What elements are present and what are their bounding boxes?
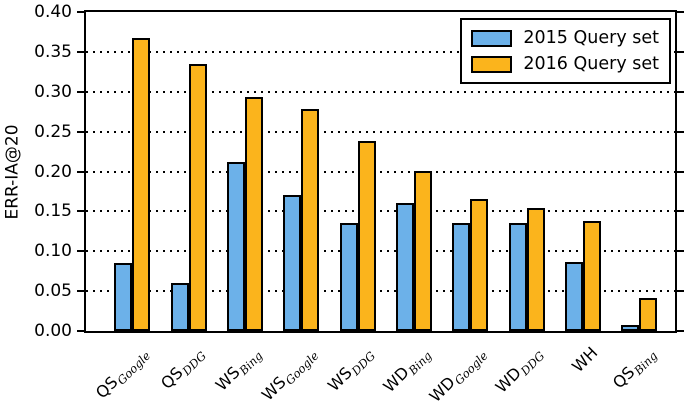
x-tick-label-WD_DDG: WDDDG	[491, 343, 547, 397]
legend-item-2015: 2015 Query set	[471, 25, 659, 51]
bar-2016-WD_Google	[470, 199, 489, 331]
y-tick-label-0.30: 0.30	[34, 81, 72, 102]
y-tick-left-0.15	[77, 210, 84, 213]
x-tick-label-WD_Google: WDGoogle	[426, 343, 491, 406]
x-tick-label-WH: WH	[568, 343, 601, 376]
legend-label-2015: 2015 Query set	[523, 28, 659, 48]
x-tick-label-QS_Bing: QSBing	[608, 343, 659, 393]
y-tick-label-0.20: 0.20	[34, 161, 72, 182]
legend-swatch-2015	[471, 29, 513, 47]
x-tick-label-QS_Google: QSGoogle	[92, 343, 153, 402]
gridline-0.10	[86, 250, 675, 253]
gridline-0.20	[86, 170, 675, 173]
y-tick-left-0.30	[77, 90, 84, 93]
gridline-0.15	[86, 210, 675, 213]
y-tick-left-0.00	[77, 330, 84, 332]
x-tick-label-subscript: Google	[452, 348, 491, 388]
legend-item-2016: 2016 Query set	[471, 51, 659, 77]
bar-2016-QS_Google	[132, 37, 151, 331]
bar-2015-WS_DDG	[339, 223, 358, 331]
y-tick-left-0.05	[77, 290, 84, 293]
y-tick-right-0.20	[677, 170, 684, 173]
y-tick-left-0.10	[77, 250, 84, 253]
y-tick-label-0.05: 0.05	[34, 281, 72, 302]
bar-2015-WS_Google	[283, 195, 302, 331]
bar-2016-QS_DDG	[188, 63, 207, 331]
legend: 2015 Query set 2016 Query set	[460, 18, 671, 84]
y-tick-label-0.10: 0.10	[34, 241, 72, 262]
y-tick-left-0.35	[77, 50, 84, 53]
y-tick-right-0.25	[677, 130, 684, 133]
y-tick-right-0.00	[677, 330, 684, 332]
bar-2015-WH	[564, 262, 583, 331]
legend-label-2016: 2016 Query set	[523, 54, 659, 74]
y-tick-label-0.40: 0.40	[34, 2, 72, 22]
bar-2015-QS_DDG	[170, 283, 189, 331]
y-tick-right-0.40	[677, 11, 684, 13]
bar-2016-QS_Bing	[639, 297, 658, 331]
y-tick-label-0.15: 0.15	[34, 201, 72, 222]
x-tick-label-QS_DDG: QSDDG	[157, 343, 209, 393]
y-tick-left-0.20	[77, 170, 84, 173]
bar-2016-WS_DDG	[357, 141, 376, 331]
bar-2015-WD_DDG	[508, 222, 527, 331]
x-tick-label-WS_DDG: WSDDG	[324, 343, 378, 395]
bar-2016-WD_DDG	[526, 208, 545, 331]
x-tick-label-WD_Bing: WDBing	[379, 343, 434, 396]
bar-2016-WS_Bing	[244, 96, 263, 331]
bar-2016-WH	[582, 220, 601, 331]
x-tick-label-subscript: Google	[114, 348, 153, 388]
bar-2015-QS_Bing	[621, 325, 640, 331]
y-tick-label-0.25: 0.25	[34, 121, 72, 142]
y-tick-right-0.35	[677, 50, 684, 53]
y-tick-right-0.10	[677, 250, 684, 253]
x-tick-label-main: WH	[568, 343, 602, 377]
y-tick-right-0.30	[677, 90, 684, 93]
legend-swatch-2016	[471, 55, 513, 73]
y-tick-right-0.05	[677, 290, 684, 293]
y-tick-left-0.25	[77, 130, 84, 133]
x-tick-label-WS_Google: WSGoogle	[258, 343, 322, 405]
bar-2015-WD_Google	[452, 223, 471, 331]
bar-2015-QS_Google	[114, 263, 133, 331]
bar-2016-WS_Google	[301, 109, 320, 331]
gridline-0.25	[86, 130, 675, 133]
x-tick-label-subscript: Google	[283, 348, 322, 388]
y-tick-right-0.15	[677, 210, 684, 213]
bar-2015-WD_Bing	[395, 203, 414, 331]
y-tick-label-0.00: 0.00	[34, 321, 72, 341]
gridline-0.30	[86, 90, 675, 93]
gridline-0.05	[86, 290, 675, 293]
y-tick-left-0.40	[77, 11, 84, 13]
x-tick-label-WS_Bing: WSBing	[212, 343, 266, 395]
bar-2016-WD_Bing	[413, 170, 432, 331]
y-tick-label-0.35: 0.35	[34, 41, 72, 62]
bar-2015-WS_Bing	[226, 161, 245, 331]
gridline-0.35	[86, 50, 675, 53]
